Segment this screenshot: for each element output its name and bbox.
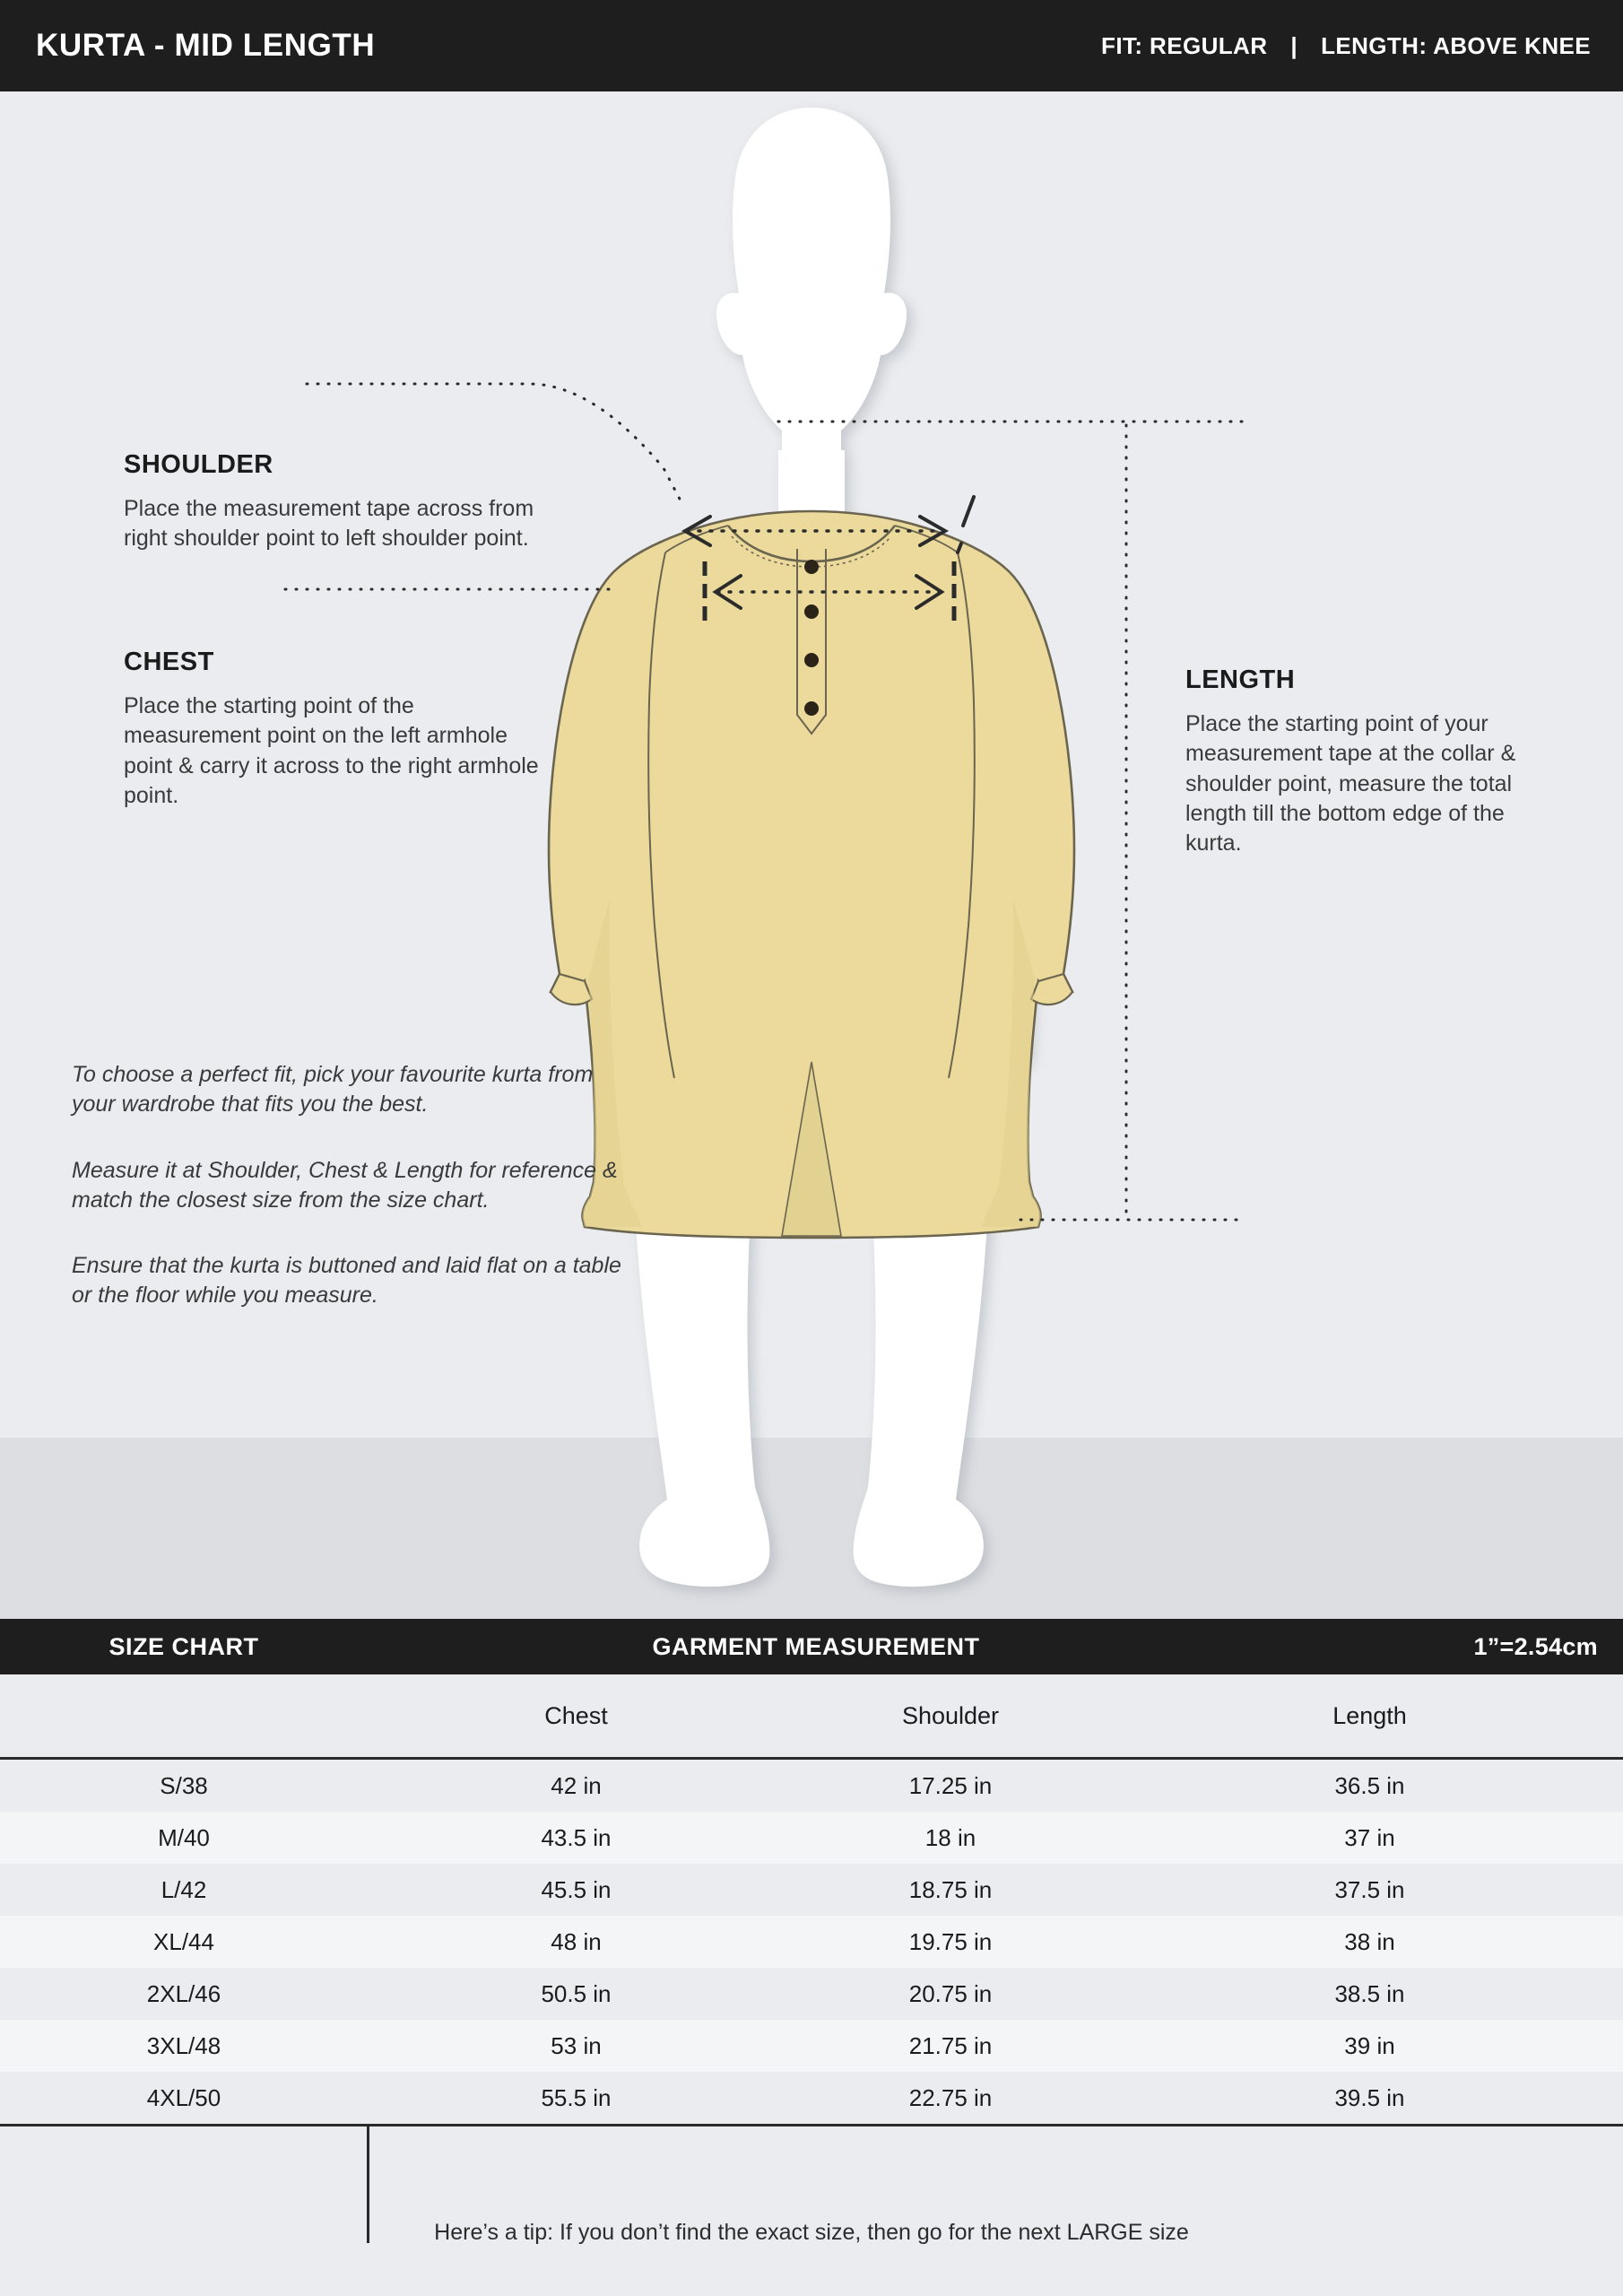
cell-shoulder: 20.75 in	[785, 1968, 1116, 2020]
size-chart-label: SIZE CHART	[108, 1633, 259, 1660]
cell-shoulder: 18 in	[785, 1812, 1116, 1864]
table-row: S/38 42 in 17.25 in 36.5 in	[0, 1758, 1623, 1812]
header-separator: |	[1290, 32, 1298, 59]
callout-shoulder-title: SHOULDER	[124, 450, 273, 479]
table-header-row: Chest Shoulder Length	[0, 1674, 1623, 1760]
callout-chest: CHEST Place the starting point of the me…	[124, 648, 545, 811]
cell-chest: 42 in	[368, 1758, 785, 1812]
cell-length: 38.5 in	[1116, 1968, 1623, 2020]
table-row: 4XL/50 55.5 in 22.75 in 39.5 in	[0, 2072, 1623, 2126]
size-chart-header-bar: SIZE CHART GARMENT MEASUREMENT 1”=2.54cm	[0, 1619, 1623, 1674]
cell-size: M/40	[0, 1812, 368, 1864]
kurta-garment	[547, 509, 1076, 1239]
cell-length: 37 in	[1116, 1812, 1623, 1864]
column-header-length: Length	[1116, 1674, 1623, 1760]
header-meta: FIT: REGULAR | LENGTH: ABOVE KNEE	[1101, 0, 1591, 91]
table-row: 2XL/46 50.5 in 20.75 in 38.5 in	[0, 1968, 1623, 2020]
cell-shoulder: 18.75 in	[785, 1864, 1116, 1916]
footer-tip: Here’s a tip: If you don’t find the exac…	[434, 2220, 1189, 2245]
chest-arrowhead-right	[915, 574, 945, 610]
callout-chest-title: CHEST	[124, 648, 214, 676]
cell-shoulder: 19.75 in	[785, 1916, 1116, 1968]
callout-chest-body: Place the starting point of the measurem…	[124, 693, 539, 808]
cell-chest: 43.5 in	[368, 1812, 785, 1864]
shoulder-dimension	[305, 382, 976, 554]
kurta-button	[804, 604, 819, 619]
cell-chest: 50.5 in	[368, 1968, 785, 2020]
kurta-cuff-right	[1029, 972, 1074, 1006]
table-row: XL/44 48 in 19.75 in 38 in	[0, 1916, 1623, 1968]
cell-chest: 55.5 in	[368, 2072, 785, 2126]
cell-size: 4XL/50	[0, 2072, 368, 2126]
kurta-armhole-left	[647, 552, 675, 1079]
cell-chest: 45.5 in	[368, 1864, 785, 1916]
tip-paragraph: Measure it at Shoulder, Chest & Length f…	[72, 1157, 618, 1213]
kurta-button	[804, 701, 819, 716]
kurta-illustration	[283, 108, 1248, 1587]
cell-size: 2XL/46	[0, 1968, 368, 2020]
callout-length-title: LENGTH	[1185, 665, 1296, 694]
cell-size: L/42	[0, 1864, 368, 1916]
size-chart-table: Chest Shoulder Length S/38 42 in 17.25 i…	[0, 1674, 1623, 2126]
shoulder-arrowhead-left	[681, 515, 712, 547]
cell-chest: 48 in	[368, 1916, 785, 1968]
kurta-armhole-right	[948, 552, 976, 1079]
cell-shoulder: 22.75 in	[785, 2072, 1116, 2126]
floor-band	[0, 1438, 1623, 1619]
kurta-hem-slit	[781, 1061, 842, 1237]
cell-size: 3XL/48	[0, 2020, 368, 2072]
shoulder-tick-right	[961, 495, 976, 527]
page-title: KURTA - MID LENGTH	[36, 28, 376, 63]
illustration-area: SHOULDER Place the measurement tape acro…	[0, 91, 1623, 1619]
column-header-size	[0, 1674, 368, 1760]
tip-paragraph: To choose a perfect fit, pick your favou…	[72, 1062, 594, 1118]
table-row: M/40 43.5 in 18 in 37 in	[0, 1812, 1623, 1864]
chest-dimension	[283, 561, 957, 624]
callout-length: LENGTH Place the starting point of your …	[1185, 665, 1544, 858]
tip-paragraph: Ensure that the kurta is buttoned and la…	[72, 1253, 621, 1309]
callout-shoulder: SHOULDER Place the measurement tape acro…	[124, 450, 545, 554]
kurta-button	[804, 653, 819, 667]
cell-shoulder: 17.25 in	[785, 1758, 1116, 1812]
unit-conversion-note: 1”=2.54cm	[1473, 1633, 1598, 1660]
cell-length: 37.5 in	[1116, 1864, 1623, 1916]
header-bar: KURTA - MID LENGTH FIT: REGULAR | LENGTH…	[0, 0, 1623, 91]
table-row: 3XL/48 53 in 21.75 in 39 in	[0, 2020, 1623, 2072]
shoulder-tick-right-2	[956, 542, 963, 554]
header-length: LENGTH: ABOVE KNEE	[1321, 32, 1591, 59]
cell-size: S/38	[0, 1758, 368, 1812]
measuring-tips: To choose a perfect fit, pick your favou…	[72, 1060, 628, 1311]
header-fit: FIT: REGULAR	[1101, 32, 1268, 59]
cell-length: 39.5 in	[1116, 2072, 1623, 2126]
column-header-shoulder: Shoulder	[785, 1674, 1116, 1760]
table-row: L/42 45.5 in 18.75 in 37.5 in	[0, 1864, 1623, 1916]
kurta-button	[804, 560, 819, 574]
shoulder-arrowhead-right	[918, 515, 950, 547]
chest-arrowhead-left	[712, 574, 742, 610]
kurta-body	[547, 509, 1076, 1239]
cell-chest: 53 in	[368, 2020, 785, 2072]
kurta-cuff-left	[549, 972, 594, 1006]
cell-length: 39 in	[1116, 2020, 1623, 2072]
cell-shoulder: 21.75 in	[785, 2020, 1116, 2072]
callout-length-body: Place the starting point of your measure…	[1185, 711, 1516, 856]
garment-measurement-label: GARMENT MEASUREMENT	[652, 1633, 980, 1660]
kurta-placket	[796, 549, 827, 735]
cell-size: XL/44	[0, 1916, 368, 1968]
cell-length: 38 in	[1116, 1916, 1623, 1968]
callout-shoulder-body: Place the measurement tape across from r…	[124, 496, 534, 552]
column-header-chest: Chest	[368, 1674, 785, 1760]
cell-length: 36.5 in	[1116, 1758, 1623, 1812]
